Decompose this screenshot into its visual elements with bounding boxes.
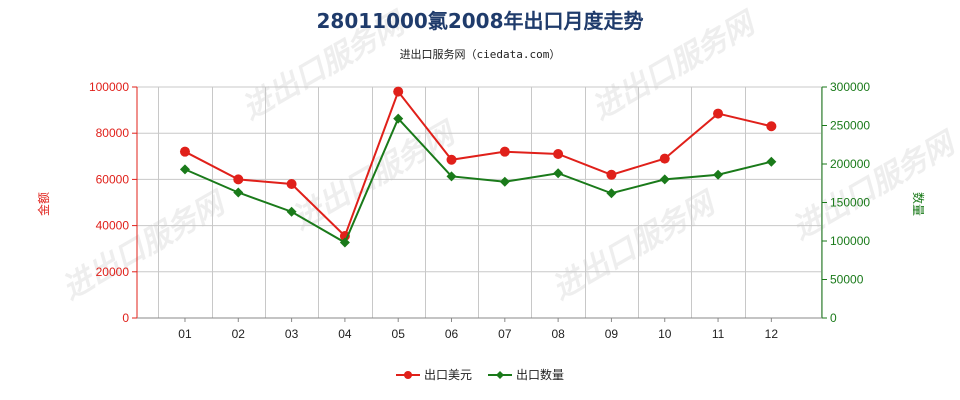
chart-subtitle: 进出口服务网（ciedata.com） — [400, 47, 561, 61]
x-tick-label: 04 — [338, 327, 352, 341]
legend-label: 出口数量 — [516, 367, 564, 382]
data-point — [713, 108, 724, 119]
series-layer — [179, 86, 777, 248]
y-tick-left-label: 20000 — [96, 265, 130, 279]
y-tick-right-label: 200000 — [830, 157, 870, 171]
data-point — [606, 169, 617, 180]
grid-lines — [137, 86, 822, 319]
x-tick-label: 11 — [712, 327, 725, 341]
data-point — [606, 188, 617, 199]
data-point — [499, 176, 510, 187]
data-point — [659, 174, 670, 185]
data-point — [233, 174, 244, 185]
x-tick-label: 06 — [445, 327, 459, 341]
data-point — [286, 206, 297, 217]
x-tick-label: 01 — [178, 327, 192, 341]
data-point — [766, 121, 777, 132]
y-tick-left-label: 40000 — [96, 219, 130, 233]
watermark-text: 进出口服务网 — [787, 125, 960, 247]
data-point — [393, 113, 404, 124]
y-tick-left-label: 60000 — [96, 172, 130, 186]
y-tick-right-label: 100000 — [830, 234, 870, 248]
legend-label: 出口美元 — [424, 368, 472, 382]
y-tick-right-label: 0 — [830, 311, 837, 325]
data-point — [339, 237, 350, 248]
data-point — [766, 156, 777, 167]
watermark-text: 进出口服务网 — [547, 185, 724, 307]
data-point — [179, 146, 190, 157]
axes: 0 20000 40000 60000 80000 100000 0 50000 100000 1… — [89, 80, 870, 341]
data-point — [446, 171, 457, 182]
data-point — [393, 86, 404, 97]
y-tick-left-label: 0 — [122, 311, 129, 325]
legend-swatch-marker — [404, 371, 412, 379]
watermark-text: 进出口服务网 — [57, 185, 234, 307]
y-tick-right-label: 150000 — [830, 196, 870, 210]
x-tick-label: 09 — [605, 327, 619, 341]
x-tick-label: 10 — [658, 327, 672, 341]
series-line — [184, 116, 772, 244]
x-tick-label: 07 — [498, 327, 512, 341]
x-tick-label: 03 — [285, 327, 299, 341]
data-point — [446, 154, 457, 165]
y-tick-right-label: 300000 — [830, 80, 870, 94]
chart-title: 28011000氯2008年出口月度走势 — [317, 9, 644, 33]
y-tick-left-label: 80000 — [96, 126, 130, 140]
data-point — [233, 187, 244, 198]
y-axis-right-label: 数量 — [911, 192, 926, 216]
legend-swatch-marker — [496, 371, 504, 379]
x-tick-label: 02 — [232, 327, 246, 341]
data-point — [659, 153, 670, 164]
series-line — [184, 89, 772, 238]
data-point — [713, 169, 724, 180]
x-tick-label: 05 — [392, 327, 406, 341]
data-point — [286, 179, 297, 190]
x-tick-label: 12 — [765, 327, 779, 341]
y-tick-left-label: 100000 — [89, 80, 129, 94]
y-axis-left-label: 金额 — [36, 192, 51, 216]
y-tick-right-label: 50000 — [830, 273, 864, 287]
x-tick-label: 08 — [551, 327, 565, 341]
y-tick-right-label: 250000 — [830, 119, 870, 133]
legend: 出口美元 出口数量 — [396, 367, 564, 382]
data-point — [499, 146, 510, 157]
data-point — [179, 164, 190, 175]
data-point — [553, 148, 564, 159]
data-point — [553, 168, 564, 179]
